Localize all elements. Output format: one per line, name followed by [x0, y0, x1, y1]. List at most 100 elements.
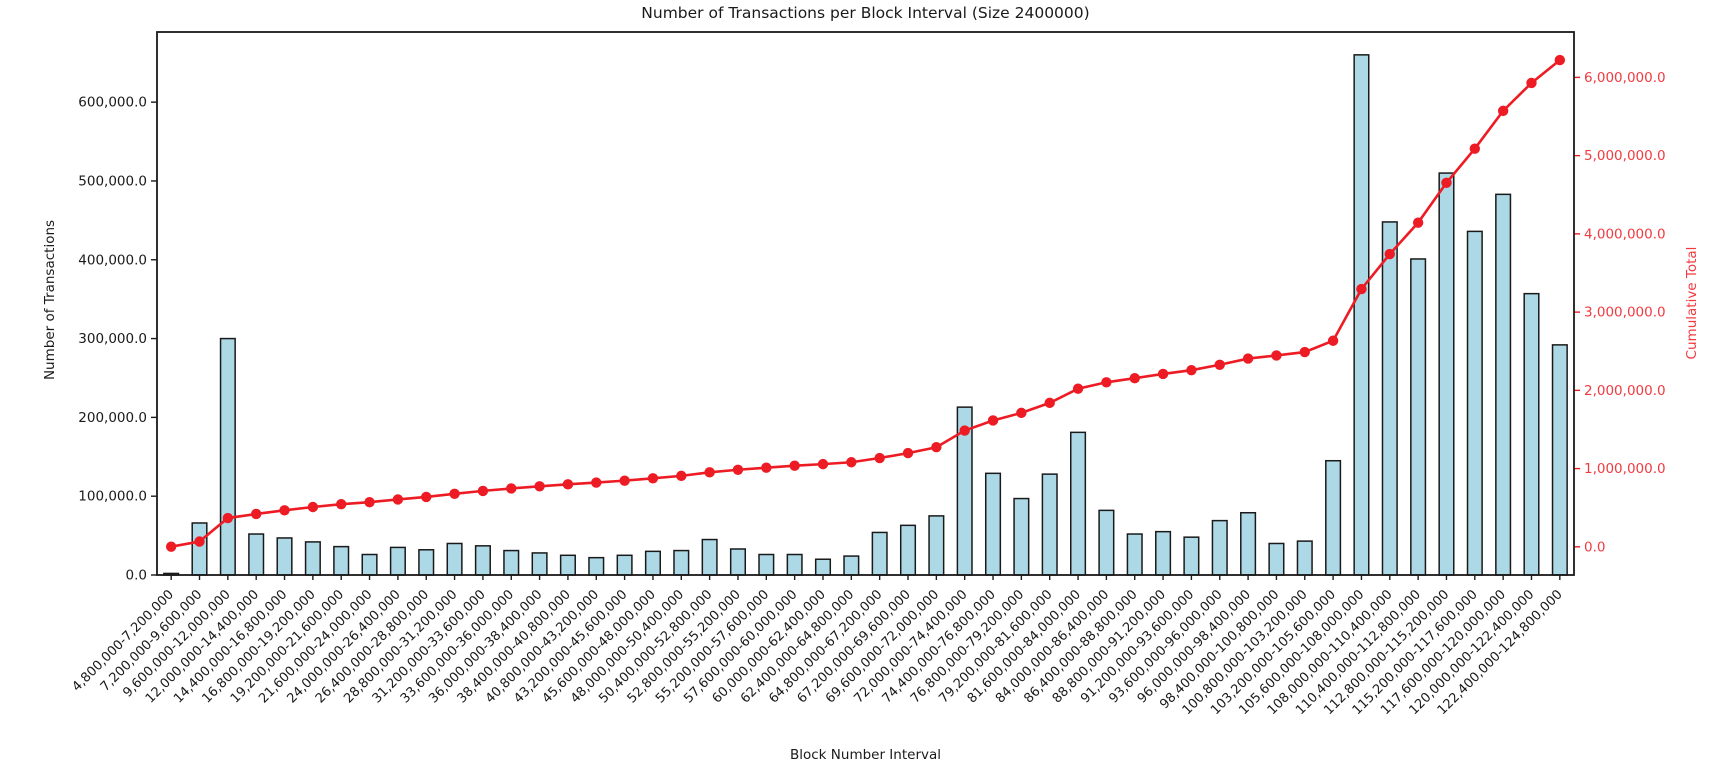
bar: [1438, 172, 1455, 576]
line-point: [676, 470, 687, 482]
bar: [588, 556, 605, 576]
line-point: [1101, 377, 1112, 388]
bar: [644, 550, 662, 576]
line-point: [1072, 383, 1084, 394]
line-point: [1497, 105, 1509, 117]
line-point: [931, 442, 942, 453]
y-right-tick-label: 6,000,000.0: [1584, 70, 1666, 86]
cumulative-line: [170, 59, 1561, 548]
bar: [701, 538, 718, 576]
bar: [1466, 230, 1483, 576]
axis-ticks: 0.0 100,000.0 200,000.0 300,000.0 400,000.0 5…: [70, 70, 1666, 718]
bar: [389, 546, 406, 576]
line-point: [1299, 346, 1310, 358]
line-point: [336, 498, 347, 510]
bar: [219, 337, 236, 576]
y-left-tick-label: 200,000.0: [78, 410, 147, 426]
line-point: [1554, 54, 1566, 66]
bar: [1410, 258, 1427, 576]
bar: [446, 542, 463, 576]
bar: [1325, 459, 1342, 576]
bar: [1013, 497, 1030, 576]
bar: [418, 549, 435, 576]
line-point: [392, 494, 404, 505]
line-point: [1044, 397, 1055, 409]
line-point: [165, 541, 177, 552]
bar: [673, 549, 690, 576]
y-right-tick-label: 0.0: [1584, 539, 1605, 555]
bar: [361, 553, 378, 576]
line-point: [959, 425, 970, 436]
line-point: [1271, 350, 1282, 361]
bar: [899, 524, 917, 576]
line-point: [1129, 373, 1140, 384]
y-right-tick-label: 1,000,000.0: [1584, 461, 1666, 477]
y-axis-label-right: Cumulative Total: [1684, 246, 1700, 360]
bar: [1495, 193, 1512, 576]
y-right-tick-label: 5,000,000.0: [1584, 148, 1666, 164]
line-point: [562, 479, 574, 490]
line-point: [761, 462, 772, 473]
y-left-tick-label: 600,000.0: [78, 95, 147, 111]
bar: [786, 553, 803, 576]
bar: [1268, 542, 1285, 576]
line-point: [591, 477, 602, 488]
bar: [928, 515, 945, 576]
line-point: [421, 491, 432, 503]
line-point: [1356, 283, 1367, 295]
line-point: [279, 505, 290, 516]
bar: [333, 545, 350, 576]
line-point: [449, 488, 460, 499]
bar: [758, 553, 775, 576]
bar: [474, 545, 491, 576]
line-point: [704, 467, 715, 478]
line-point: [1186, 364, 1197, 376]
line-point: [364, 496, 375, 508]
line-point: [1526, 77, 1537, 89]
line-point: [307, 501, 319, 513]
bar: [1098, 509, 1115, 576]
line-point: [1016, 407, 1027, 419]
line-point: [250, 508, 262, 520]
bar: [1126, 533, 1143, 576]
plot-spines: [156, 31, 1575, 576]
bar: [503, 549, 520, 576]
bar: [1183, 536, 1200, 576]
y-left-tick-label: 100,000.0: [78, 489, 147, 505]
y-right-tick-label: 2,000,000.0: [1584, 383, 1666, 399]
bar-series: [163, 54, 1568, 576]
line-point: [647, 473, 659, 484]
bar: [559, 554, 576, 576]
line-point: [1412, 217, 1424, 228]
y-axis-label-left: Number of Transactions: [42, 219, 58, 381]
cumulative-line-series: [165, 54, 1566, 552]
line-point: [1242, 353, 1254, 364]
bar: [1070, 431, 1087, 576]
y-left-tick-label: 300,000.0: [78, 331, 147, 347]
line-point: [789, 460, 800, 471]
bar: [729, 548, 747, 576]
line-point: [1441, 177, 1452, 188]
bar: [1296, 540, 1313, 576]
y-left-tick-label: 400,000.0: [78, 252, 147, 268]
line-point: [846, 457, 857, 468]
bar: [616, 554, 633, 576]
line-point: [506, 483, 517, 494]
line-point: [1214, 359, 1225, 370]
bar: [531, 552, 548, 576]
bar: [843, 555, 860, 576]
line-point: [222, 512, 234, 524]
bar: [1551, 344, 1568, 576]
bar: [814, 558, 832, 576]
line-point: [1384, 248, 1395, 260]
bar: [304, 541, 321, 576]
bar: [276, 537, 293, 576]
line-point: [732, 464, 744, 475]
line-point: [194, 536, 205, 547]
line-point: [1157, 368, 1169, 380]
line-point: [534, 481, 545, 492]
line-point: [1327, 335, 1339, 346]
line-point: [477, 485, 489, 497]
